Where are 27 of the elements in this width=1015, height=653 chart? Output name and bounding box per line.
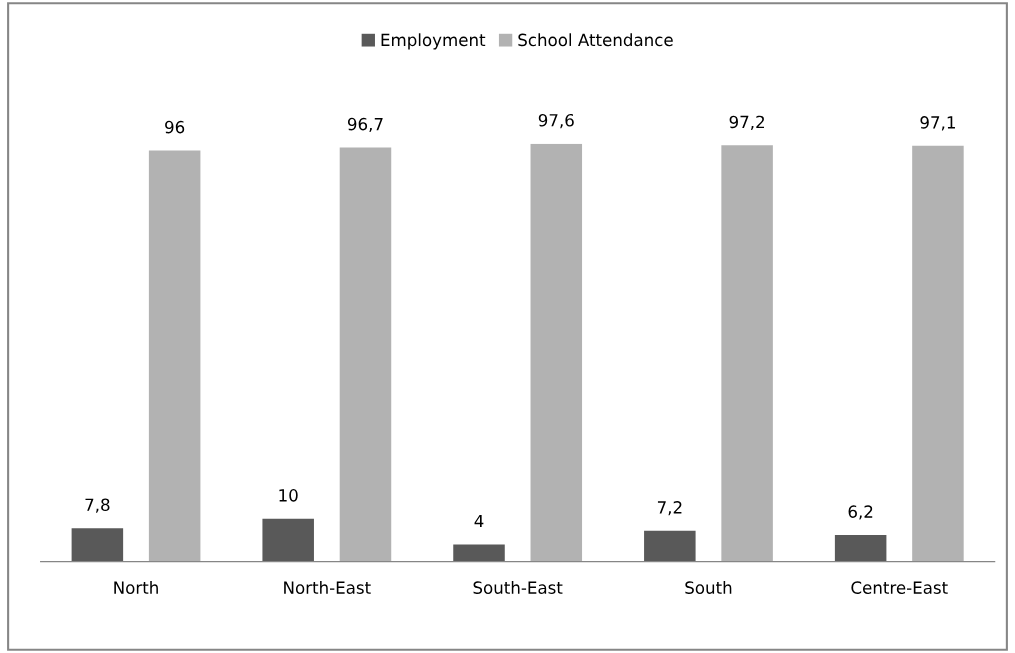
bar bbox=[530, 143, 583, 562]
legend-label: School Attendance bbox=[518, 33, 673, 47]
data-label: 10 bbox=[279, 489, 298, 502]
x-tick-label: North bbox=[114, 581, 158, 594]
bar bbox=[644, 530, 696, 562]
x-tick-label: Centre-East bbox=[851, 581, 948, 594]
data-label: 4 bbox=[474, 514, 484, 528]
x-tick-label: South-East bbox=[473, 581, 563, 594]
bar bbox=[834, 535, 887, 562]
bar bbox=[339, 147, 392, 562]
bar bbox=[71, 528, 124, 562]
x-tick-label: North-East bbox=[284, 581, 371, 594]
data-label: 97,1 bbox=[920, 116, 955, 131]
data-label: 7,2 bbox=[657, 501, 682, 516]
bar bbox=[148, 150, 201, 562]
bar bbox=[453, 544, 505, 562]
data-label: 6,2 bbox=[848, 505, 873, 520]
data-label: 96 bbox=[165, 120, 185, 134]
data-label: 97,6 bbox=[538, 113, 574, 129]
bar bbox=[262, 518, 314, 562]
bar bbox=[912, 145, 964, 562]
data-label: 96,7 bbox=[347, 117, 383, 133]
bar bbox=[721, 145, 773, 562]
legend-label: Employment bbox=[381, 33, 486, 50]
data-label: 97,2 bbox=[729, 115, 764, 130]
data-label: 7,8 bbox=[85, 498, 110, 513]
x-tick-label: South bbox=[685, 581, 732, 594]
